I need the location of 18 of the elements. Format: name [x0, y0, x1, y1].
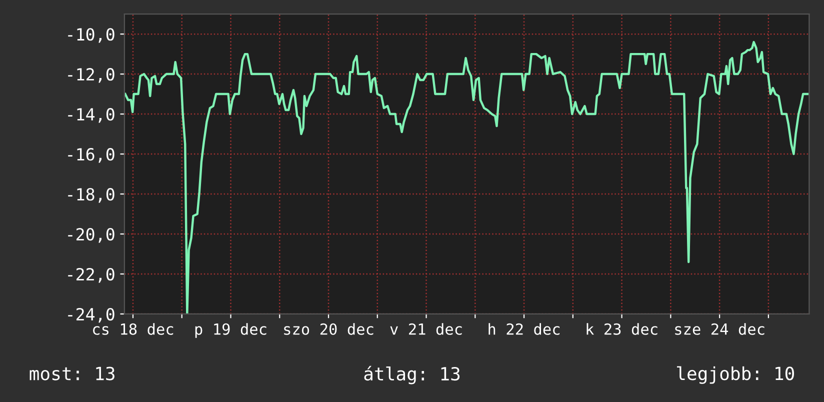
x-tick-label: sze 24 dec — [675, 323, 764, 335]
text: most: 13 — [30, 366, 114, 380]
x-tick-label: szo 20 dec — [284, 323, 374, 335]
y-tick-label: -16,0 — [68, 148, 114, 163]
y-tick-label: -14,0 — [68, 108, 114, 123]
x-tick-label: k 23 dec — [586, 323, 658, 335]
x-tick-label: p 19 dec — [195, 323, 266, 338]
y-tick-label: -22,0 — [68, 268, 114, 283]
text: átlag: 13 — [364, 366, 460, 384]
text: legjobb: 10 — [677, 366, 794, 384]
x-tick-label: cs 18 dec — [93, 323, 174, 335]
x-tick-label: h 22 dec — [488, 323, 560, 335]
y-tick-label: -10,0 — [68, 28, 114, 43]
y-tick-label: -24,0 — [68, 308, 114, 323]
y-tick-label: -20,0 — [68, 228, 114, 243]
y-tick-label: -12,0 — [68, 68, 114, 83]
x-tick-label: v 21 dec — [390, 323, 462, 335]
y-tick-label: -18,0 — [68, 188, 114, 203]
